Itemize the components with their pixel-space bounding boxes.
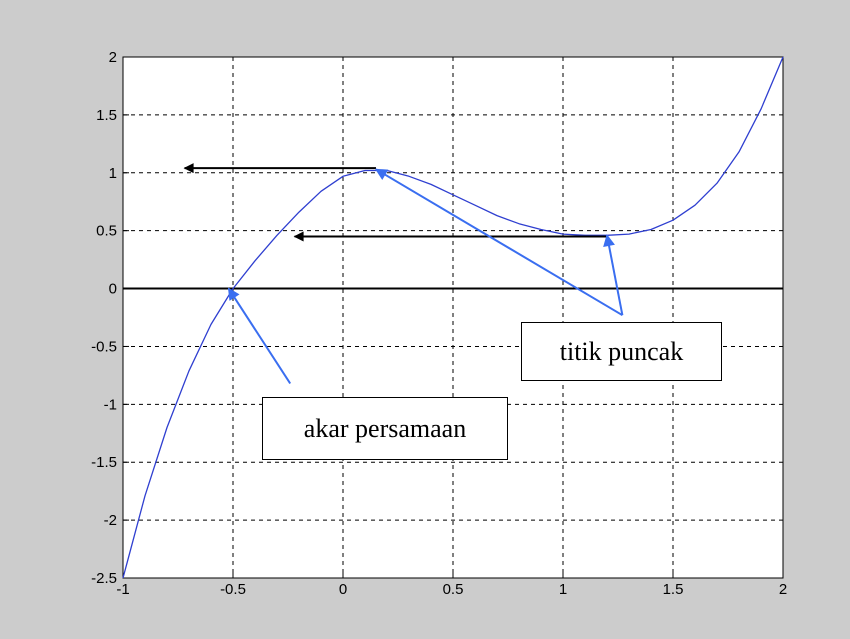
- reference-arrows: [183, 163, 607, 242]
- annotation-arrow: [227, 287, 292, 385]
- tick-labels: -1 -0.5 0 0.5 1 1.5 2 -2.5 -2 -1.5 -1 -0.5 0 0.5 1 1.5 2: [91, 49, 787, 598]
- y-tick-label: 2: [109, 49, 117, 66]
- root-annotation-box: akar persamaan: [262, 397, 508, 460]
- y-tick-label: -1.5: [91, 454, 117, 471]
- y-tick-label: 1.5: [96, 107, 117, 124]
- y-tick-label: -2: [104, 512, 117, 529]
- peak-annotation-box: titik puncak: [521, 322, 722, 381]
- y-tick-label: 0: [109, 281, 117, 298]
- y-tick-label: 0.5: [96, 223, 117, 240]
- x-tick-label: -1: [116, 581, 129, 598]
- peak-annotation-label: titik puncak: [559, 336, 684, 366]
- y-tick-label: -1: [104, 396, 117, 413]
- x-tick-label: 2: [779, 581, 787, 598]
- y-tick-label: -0.5: [91, 338, 117, 355]
- y-tick-label: -2.5: [91, 570, 117, 587]
- x-tick-label: -0.5: [220, 581, 246, 598]
- root-annotation-label: akar persamaan: [303, 413, 467, 443]
- x-tick-label: 0.5: [443, 581, 464, 598]
- x-tick-label: 0: [339, 581, 347, 598]
- annotation-arrow: [603, 234, 624, 316]
- x-tick-label: 1: [559, 581, 567, 598]
- x-tick-label: 1.5: [663, 581, 684, 598]
- annotation-arrow: [374, 168, 623, 317]
- y-tick-label: 1: [109, 165, 117, 182]
- annotation-arrows: [227, 168, 624, 385]
